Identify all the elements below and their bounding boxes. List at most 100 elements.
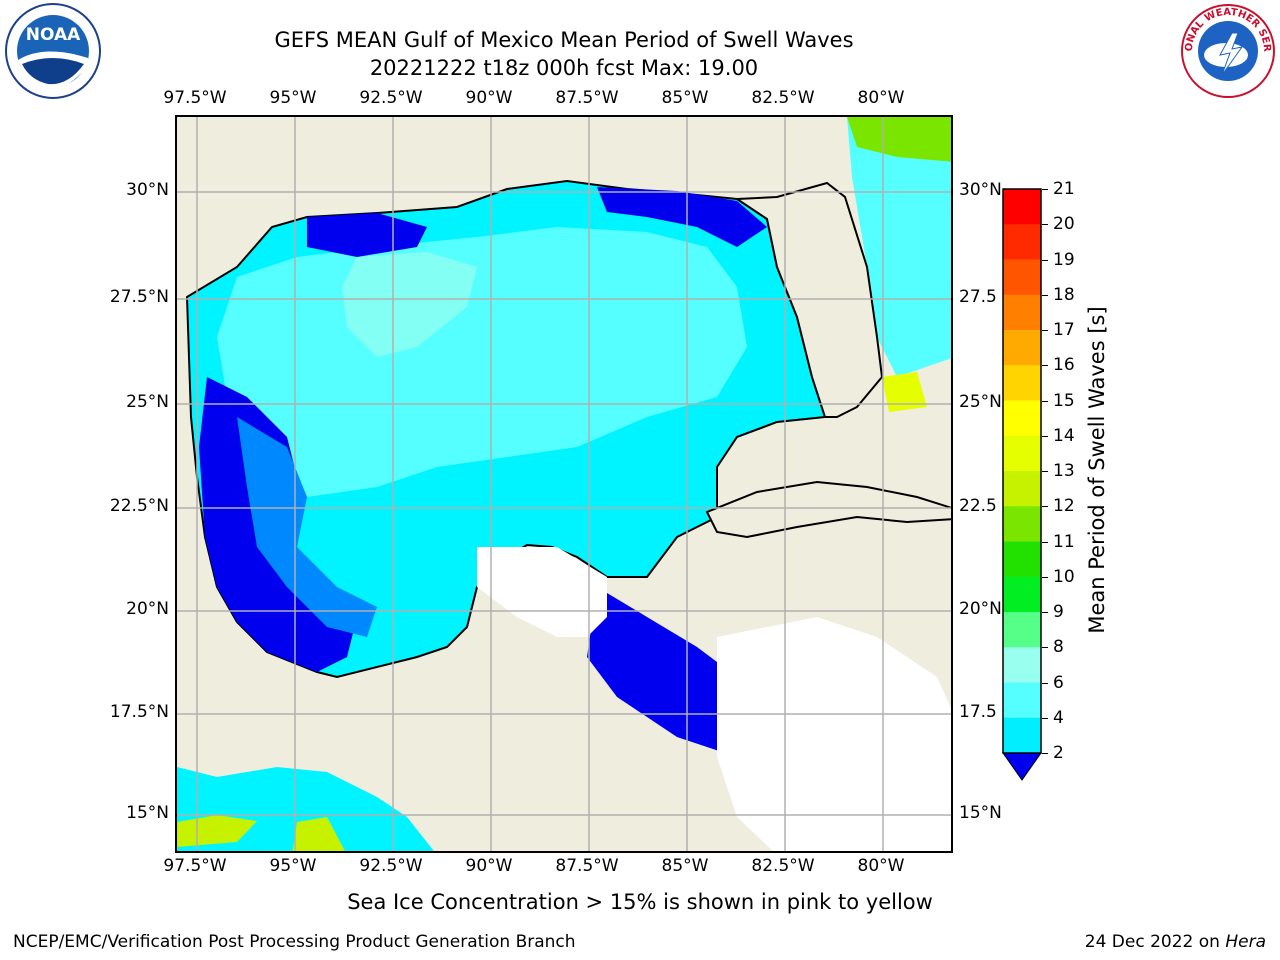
colorbar-tick-mark (1042, 753, 1048, 754)
colorbar-tick-label: 17 (1053, 320, 1075, 340)
nodata-caribbean (717, 617, 951, 851)
noaa-logo: NOAA (4, 2, 102, 100)
colorbar-tick-mark (1042, 435, 1048, 437)
sea-ice-caption: Sea Ice Concentration > 15% is shown in … (347, 890, 933, 914)
colorbar-tick-mark (1042, 576, 1048, 578)
colorbar-segment (1003, 224, 1041, 260)
colorbar-tick-mark (1042, 189, 1048, 190)
lon-label-bottom: 95°W (269, 856, 317, 876)
lat-label-right: 17.5 (959, 702, 997, 722)
colorbar-tick-mark (1042, 717, 1048, 719)
colorbar-tick-mark (1042, 294, 1048, 296)
lon-label-bottom: 85°W (661, 856, 709, 876)
lat-label-left: 30°N (126, 180, 169, 200)
lat-label-left: 27.5°N (109, 287, 169, 307)
colorbar-tick-label: 8 (1053, 637, 1064, 658)
colorbar-tick-mark (1042, 365, 1048, 367)
colorbar-segment (1003, 612, 1041, 648)
lat-label-right: 30°N (959, 180, 1002, 200)
footer-date: 24 Dec 2022 on Hera (1085, 932, 1266, 952)
colorbar-segment (1003, 294, 1041, 331)
nodata-yucatan (477, 547, 607, 637)
colorbar-tick-label: 21 (1053, 179, 1075, 199)
colorbar-tick-mark (1042, 682, 1048, 684)
colorbar-tick-mark (1042, 541, 1048, 543)
colorbar-segment (1003, 576, 1041, 613)
colorbar-tick-label: 12 (1053, 496, 1075, 517)
lat-label-right: 27.5 (959, 287, 997, 307)
map-frame (175, 115, 953, 853)
atlantic-green (847, 117, 951, 162)
colorbar-segment (1003, 647, 1041, 683)
colorbar-tick-label: 18 (1053, 284, 1075, 305)
colorbar-segment (1003, 189, 1041, 225)
footer-date-text: 24 Dec 2022 on (1084, 932, 1226, 952)
lon-label-bottom: 80°W (857, 856, 905, 876)
lon-label-top: 87.5°W (555, 88, 619, 108)
colorbar-tick-label: 2 (1053, 743, 1064, 763)
chart-title: GEFS MEAN Gulf of Mexico Mean Period of … (274, 28, 854, 52)
colorbar-segment (1003, 506, 1041, 542)
graticule (177, 117, 951, 851)
lon-label-bottom: 97.5°W (163, 856, 227, 876)
footer-host: Hera (1225, 932, 1266, 952)
colorbar-tick-label: 4 (1053, 707, 1064, 728)
colorbar-tick-label: 6 (1053, 672, 1064, 693)
lat-label-right: 22.5 (959, 496, 997, 516)
lon-label-top: 92.5°W (359, 88, 423, 108)
lat-label-right: 20°N (959, 599, 1002, 619)
cuba-land (705, 480, 951, 539)
colorbar-segment (1003, 717, 1041, 754)
colorbar-segment (1003, 471, 1041, 507)
colorbar-tick-mark (1042, 259, 1048, 261)
shelf-west-mid (237, 417, 377, 637)
colorbar-tick-label: 16 (1053, 355, 1075, 376)
colorbar-tick-mark (1042, 400, 1048, 402)
colorbar-tick-mark (1042, 224, 1048, 226)
colorbar-segment (1003, 259, 1041, 296)
colorbar-tick-mark (1042, 506, 1048, 508)
lon-label-bottom: 92.5°W (359, 856, 423, 876)
colorbar-tick-label: 19 (1053, 249, 1075, 270)
colorbar-tick-label: 15 (1053, 390, 1075, 411)
florida-land (733, 181, 884, 418)
colorbar-segment (1003, 365, 1041, 401)
colorbar-tick-mark (1042, 330, 1048, 331)
colorbar-segment (1003, 682, 1041, 719)
footer-credit: NCEP/EMC/Verification Post Processing Pr… (13, 932, 576, 952)
shelf-northeast (597, 187, 767, 247)
colorbar-label: Mean Period of Swell Waves [s] (1085, 306, 1109, 634)
lat-label-right: 25°N (959, 392, 1002, 412)
nws-logo: NATIONAL WEATHER SERVICE (1176, 0, 1276, 99)
svg-text:NOAA: NOAA (26, 25, 81, 45)
colorbar-tick-label: 9 (1053, 602, 1064, 622)
colorbar-segment (1003, 330, 1041, 366)
map-canvas (177, 117, 951, 851)
lon-label-bottom: 87.5°W (555, 856, 619, 876)
lon-label-top: 97.5°W (163, 88, 227, 108)
lon-label-top: 80°W (857, 88, 905, 108)
colorbar-tick-mark (1042, 647, 1048, 649)
colorbar-tick-label: 20 (1053, 214, 1075, 235)
lon-label-top: 82.5°W (751, 88, 815, 108)
lat-label-left: 17.5°N (109, 702, 169, 722)
shelf-north (307, 213, 427, 257)
colorbar-tick-label: 13 (1053, 461, 1075, 481)
lat-label-left: 25°N (126, 392, 169, 412)
gulf-pale-zone (342, 252, 477, 357)
lon-label-bottom: 82.5°W (751, 856, 815, 876)
colorbar-tick-label: 10 (1053, 566, 1075, 587)
colorbar-segment (1003, 541, 1041, 578)
atlantic-water (847, 117, 951, 377)
pacific-green (177, 815, 345, 851)
colorbar-tick-mark (1042, 612, 1048, 613)
lon-label-bottom: 90°W (465, 856, 513, 876)
lat-label-left: 20°N (126, 599, 169, 619)
colorbar-segment (1003, 400, 1041, 437)
chart-subtitle: 20221222 t18z 000h fcst Max: 19.00 (369, 56, 759, 80)
lon-label-top: 85°W (661, 88, 709, 108)
colorbar-tick-label: 14 (1053, 425, 1075, 446)
lon-label-top: 90°W (465, 88, 513, 108)
colorbar-tick-mark (1042, 471, 1048, 472)
lat-label-left: 22.5°N (109, 496, 169, 516)
